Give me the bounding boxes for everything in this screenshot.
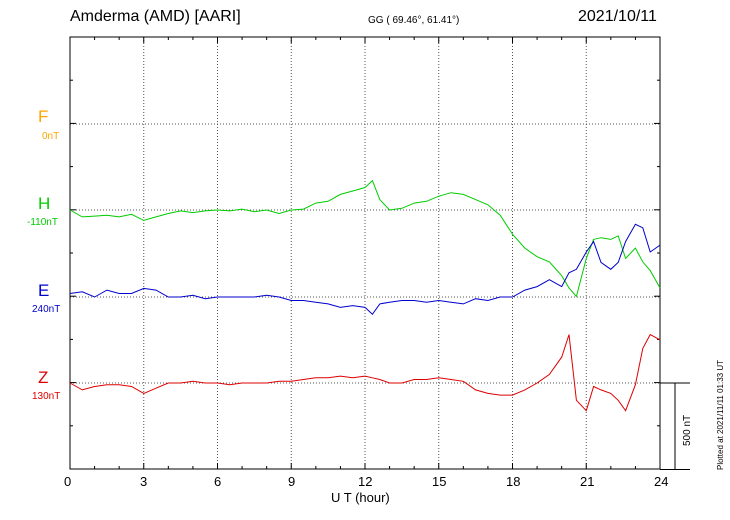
- series-line-h: [69, 179, 661, 298]
- plot-ticks: [69, 37, 661, 469]
- x-axis-label: U T (hour): [331, 490, 390, 505]
- channel-z-baseline: 130nT: [32, 391, 61, 402]
- channel-h-baseline: -110nT: [27, 217, 58, 228]
- chart-date: 2021/10/11: [578, 8, 657, 25]
- series-line-z: [69, 333, 661, 412]
- x-tick-label: 15: [432, 474, 447, 489]
- x-tick-label: 9: [288, 474, 296, 489]
- x-tick-label: 18: [506, 474, 521, 489]
- channel-f-baseline: 0nT: [42, 131, 60, 142]
- x-tick-label: 24: [654, 474, 669, 489]
- channel-e-baseline: 240nT: [32, 304, 61, 315]
- channel-e-label: E: [38, 281, 50, 300]
- station-coordinates: GG ( 69.46°, 61.41°): [368, 15, 460, 26]
- scale-bar: [660, 382, 690, 470]
- channel-z-label: Z: [38, 368, 49, 387]
- channel-h-label: H: [38, 194, 51, 213]
- station-title: Amderma (AMD) [AARI]: [70, 8, 241, 25]
- plot-series: [69, 179, 661, 412]
- plot-grid: [70, 37, 660, 469]
- x-tick-label: 3: [140, 474, 148, 489]
- x-tick-label: 0: [64, 474, 72, 489]
- x-tick-label: 12: [358, 474, 373, 489]
- channel-f-label: F: [38, 107, 49, 126]
- series-line-e: [69, 223, 661, 316]
- x-tick-label: 21: [580, 474, 595, 489]
- x-tick-label: 6: [214, 474, 222, 489]
